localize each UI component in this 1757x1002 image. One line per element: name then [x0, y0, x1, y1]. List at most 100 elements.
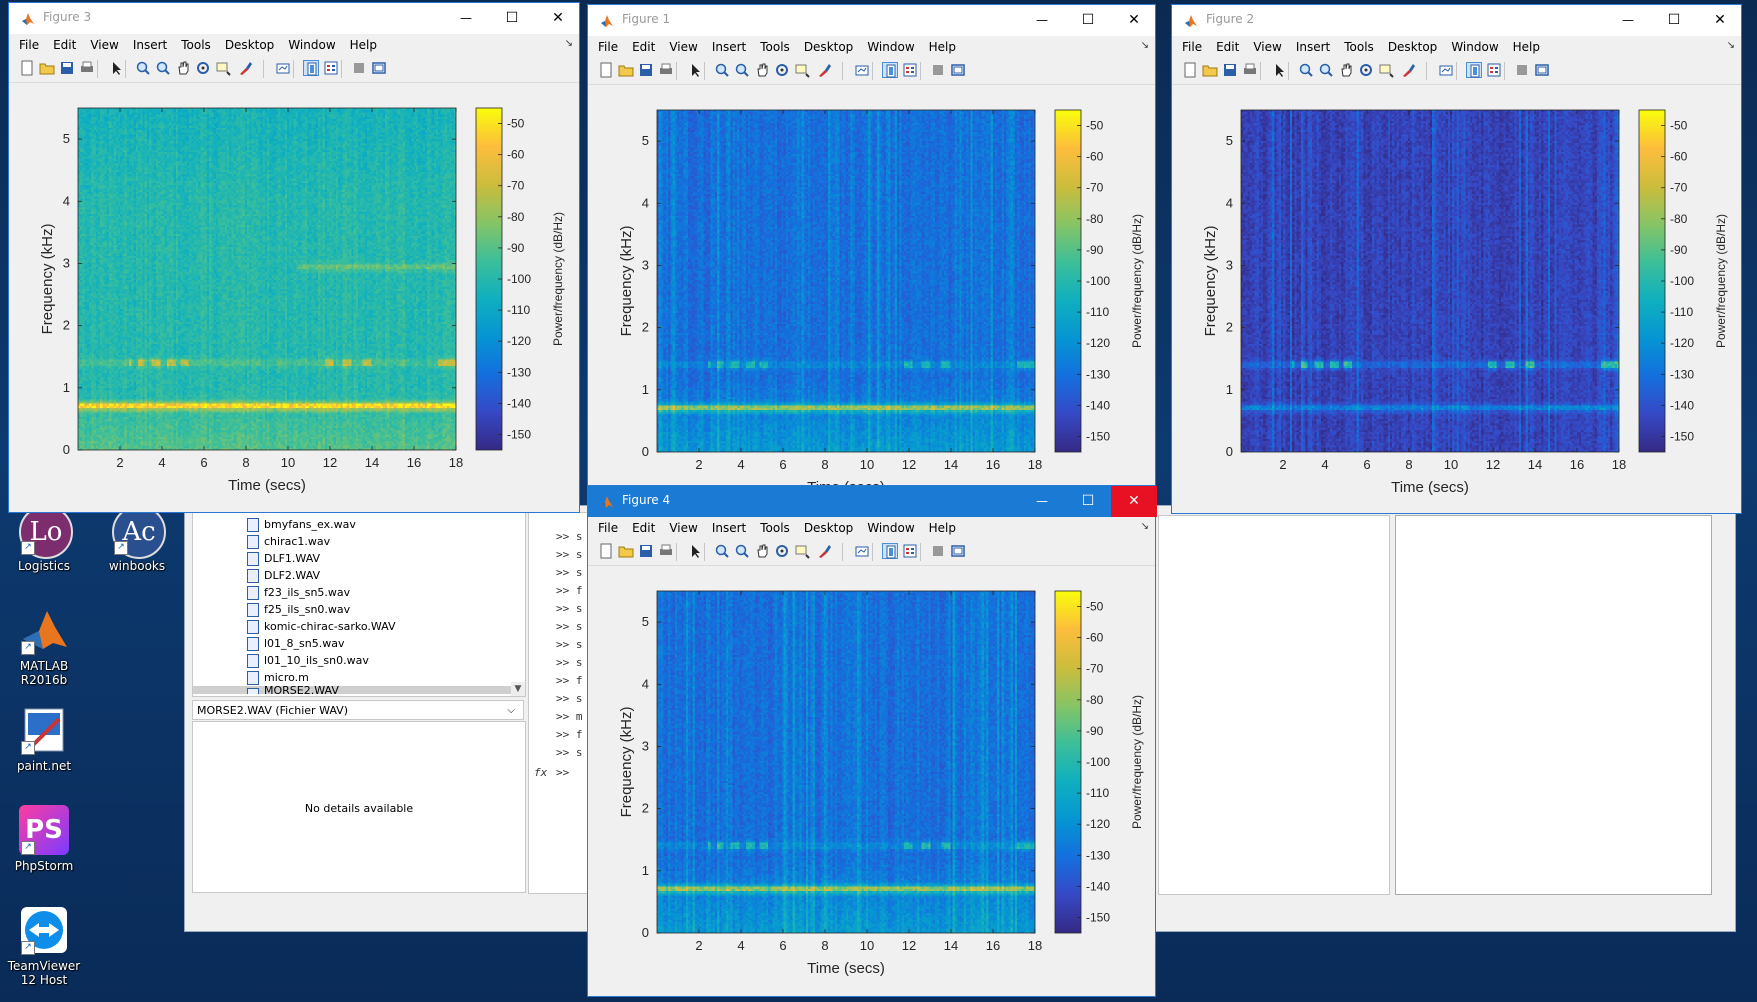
pointer-icon[interactable]	[688, 62, 704, 78]
rotate-icon[interactable]	[774, 543, 790, 559]
colorbar[interactable]	[1055, 110, 1081, 452]
menu-view[interactable]: View	[90, 38, 119, 52]
colorbar[interactable]	[476, 108, 502, 450]
menu-file[interactable]: File	[598, 40, 619, 54]
dock-arrow-icon[interactable]: ↘	[1140, 521, 1149, 532]
menu-tools[interactable]: Tools	[760, 521, 790, 535]
legend-toggle-icon[interactable]	[1486, 62, 1502, 78]
new-figure-icon[interactable]	[1182, 62, 1198, 78]
desktop-icon-phpstorm[interactable]: PS ↗ PhpStorm	[0, 805, 88, 873]
rotate-icon[interactable]	[195, 60, 211, 76]
menu-view[interactable]: View	[669, 521, 698, 535]
file-row[interactable]: DLF1.WAV	[193, 550, 525, 567]
details-header[interactable]: MORSE2.WAV (Fichier WAV) ⌵	[192, 700, 524, 720]
pan-icon[interactable]	[1338, 62, 1354, 78]
brush-icon[interactable]	[1400, 62, 1416, 78]
figure-window-figure-4[interactable]: Figure 4 — ☐ ✕ File Edit View Insert Tools Deskto…	[587, 485, 1157, 997]
link-plot-icon[interactable]	[854, 62, 870, 78]
menu-desktop[interactable]: Desktop	[224, 38, 275, 52]
pan-icon[interactable]	[754, 543, 770, 559]
open-file-icon[interactable]	[1202, 62, 1218, 78]
menu-edit[interactable]: Edit	[632, 40, 656, 54]
show-plot-tools-icon[interactable]	[950, 62, 966, 78]
dock-arrow-icon[interactable]: ↘	[1726, 40, 1735, 51]
open-file-icon[interactable]	[618, 62, 634, 78]
print-icon[interactable]	[658, 543, 674, 559]
menu-edit[interactable]: Edit	[632, 521, 656, 535]
file-row[interactable]: l01_8_sn5.wav	[193, 635, 525, 652]
close-button[interactable]: ✕	[1111, 486, 1157, 517]
new-figure-icon[interactable]	[598, 62, 614, 78]
pan-icon[interactable]	[175, 60, 191, 76]
print-icon[interactable]	[658, 62, 674, 78]
brush-icon[interactable]	[816, 543, 832, 559]
menu-insert[interactable]: Insert	[711, 40, 747, 54]
colorbar-toggle-icon[interactable]	[882, 543, 898, 559]
menu-window[interactable]: Window	[867, 40, 915, 54]
new-figure-icon[interactable]	[598, 543, 614, 559]
maximize-button[interactable]: ☐	[1667, 12, 1681, 28]
legend-toggle-icon[interactable]	[902, 543, 918, 559]
menu-edit[interactable]: Edit	[1216, 40, 1240, 54]
maximize-button[interactable]: ☐	[505, 10, 519, 26]
menu-window[interactable]: Window	[1451, 40, 1499, 54]
menu-help[interactable]: Help	[928, 40, 956, 54]
zoom-in-icon[interactable]	[135, 60, 151, 76]
maximize-button[interactable]: ☐	[1081, 493, 1095, 509]
hide-plot-tools-icon[interactable]	[930, 62, 946, 78]
data-cursor-icon[interactable]	[1378, 62, 1394, 78]
desktop-icon-matlab-r2016b[interactable]: ↗ MATLAB R2016b	[0, 605, 88, 687]
desktop-icon-teamviewer-12-host[interactable]: ↗ TeamViewer 12 Host	[0, 905, 88, 987]
maximize-button[interactable]: ☐	[1081, 12, 1095, 28]
menu-help[interactable]: Help	[349, 38, 377, 52]
figure-window-figure-3[interactable]: Figure 3 — ☐ ✕ File Edit View Insert Tools Deskto…	[8, 2, 580, 513]
zoom-in-icon[interactable]	[714, 543, 730, 559]
menu-insert[interactable]: Insert	[132, 38, 168, 52]
title-bar[interactable]: Figure 4 — ☐ ✕	[588, 486, 1157, 517]
menu-help[interactable]: Help	[928, 521, 956, 535]
zoom-out-icon[interactable]	[1318, 62, 1334, 78]
brush-icon[interactable]	[237, 60, 253, 76]
menu-file[interactable]: File	[1182, 40, 1203, 54]
title-bar[interactable]: Figure 2 — ☐ ✕	[1172, 5, 1741, 36]
close-button[interactable]: ✕	[552, 10, 564, 26]
file-row[interactable]: MORSE2.WAV	[193, 686, 525, 694]
colorbar-toggle-icon[interactable]	[882, 62, 898, 78]
file-row[interactable]: komic-chirac-sarko.WAV	[193, 618, 525, 635]
show-plot-tools-icon[interactable]	[1534, 62, 1550, 78]
data-cursor-icon[interactable]	[215, 60, 231, 76]
menu-tools[interactable]: Tools	[181, 38, 211, 52]
new-figure-icon[interactable]	[19, 60, 35, 76]
command-prompt[interactable]: >>	[556, 766, 570, 779]
dock-arrow-icon[interactable]: ↘	[1140, 40, 1149, 51]
pan-icon[interactable]	[754, 62, 770, 78]
menu-insert[interactable]: Insert	[711, 521, 747, 535]
colorbar-toggle-icon[interactable]	[303, 60, 319, 76]
fx-icon[interactable]: fx	[534, 766, 548, 779]
file-row[interactable]: bmyfans_ex.wav	[193, 516, 525, 533]
pointer-icon[interactable]	[1272, 62, 1288, 78]
file-row[interactable]: chirac1.wav	[193, 533, 525, 550]
colorbar[interactable]	[1055, 591, 1081, 933]
save-icon[interactable]	[638, 62, 654, 78]
menu-help[interactable]: Help	[1512, 40, 1540, 54]
print-icon[interactable]	[79, 60, 95, 76]
save-icon[interactable]	[59, 60, 75, 76]
hide-plot-tools-icon[interactable]	[930, 543, 946, 559]
menu-desktop[interactable]: Desktop	[803, 521, 854, 535]
dock-arrow-icon[interactable]: ↘	[564, 38, 573, 49]
menu-view[interactable]: View	[669, 40, 698, 54]
file-row[interactable]: DLF2.WAV	[193, 567, 525, 584]
rotate-icon[interactable]	[1358, 62, 1374, 78]
show-plot-tools-icon[interactable]	[950, 543, 966, 559]
desktop-icon-winbooks[interactable]: Ac ↗ winbooks	[93, 505, 181, 573]
data-cursor-icon[interactable]	[794, 62, 810, 78]
colorbar[interactable]	[1639, 110, 1665, 452]
zoom-in-icon[interactable]	[1298, 62, 1314, 78]
